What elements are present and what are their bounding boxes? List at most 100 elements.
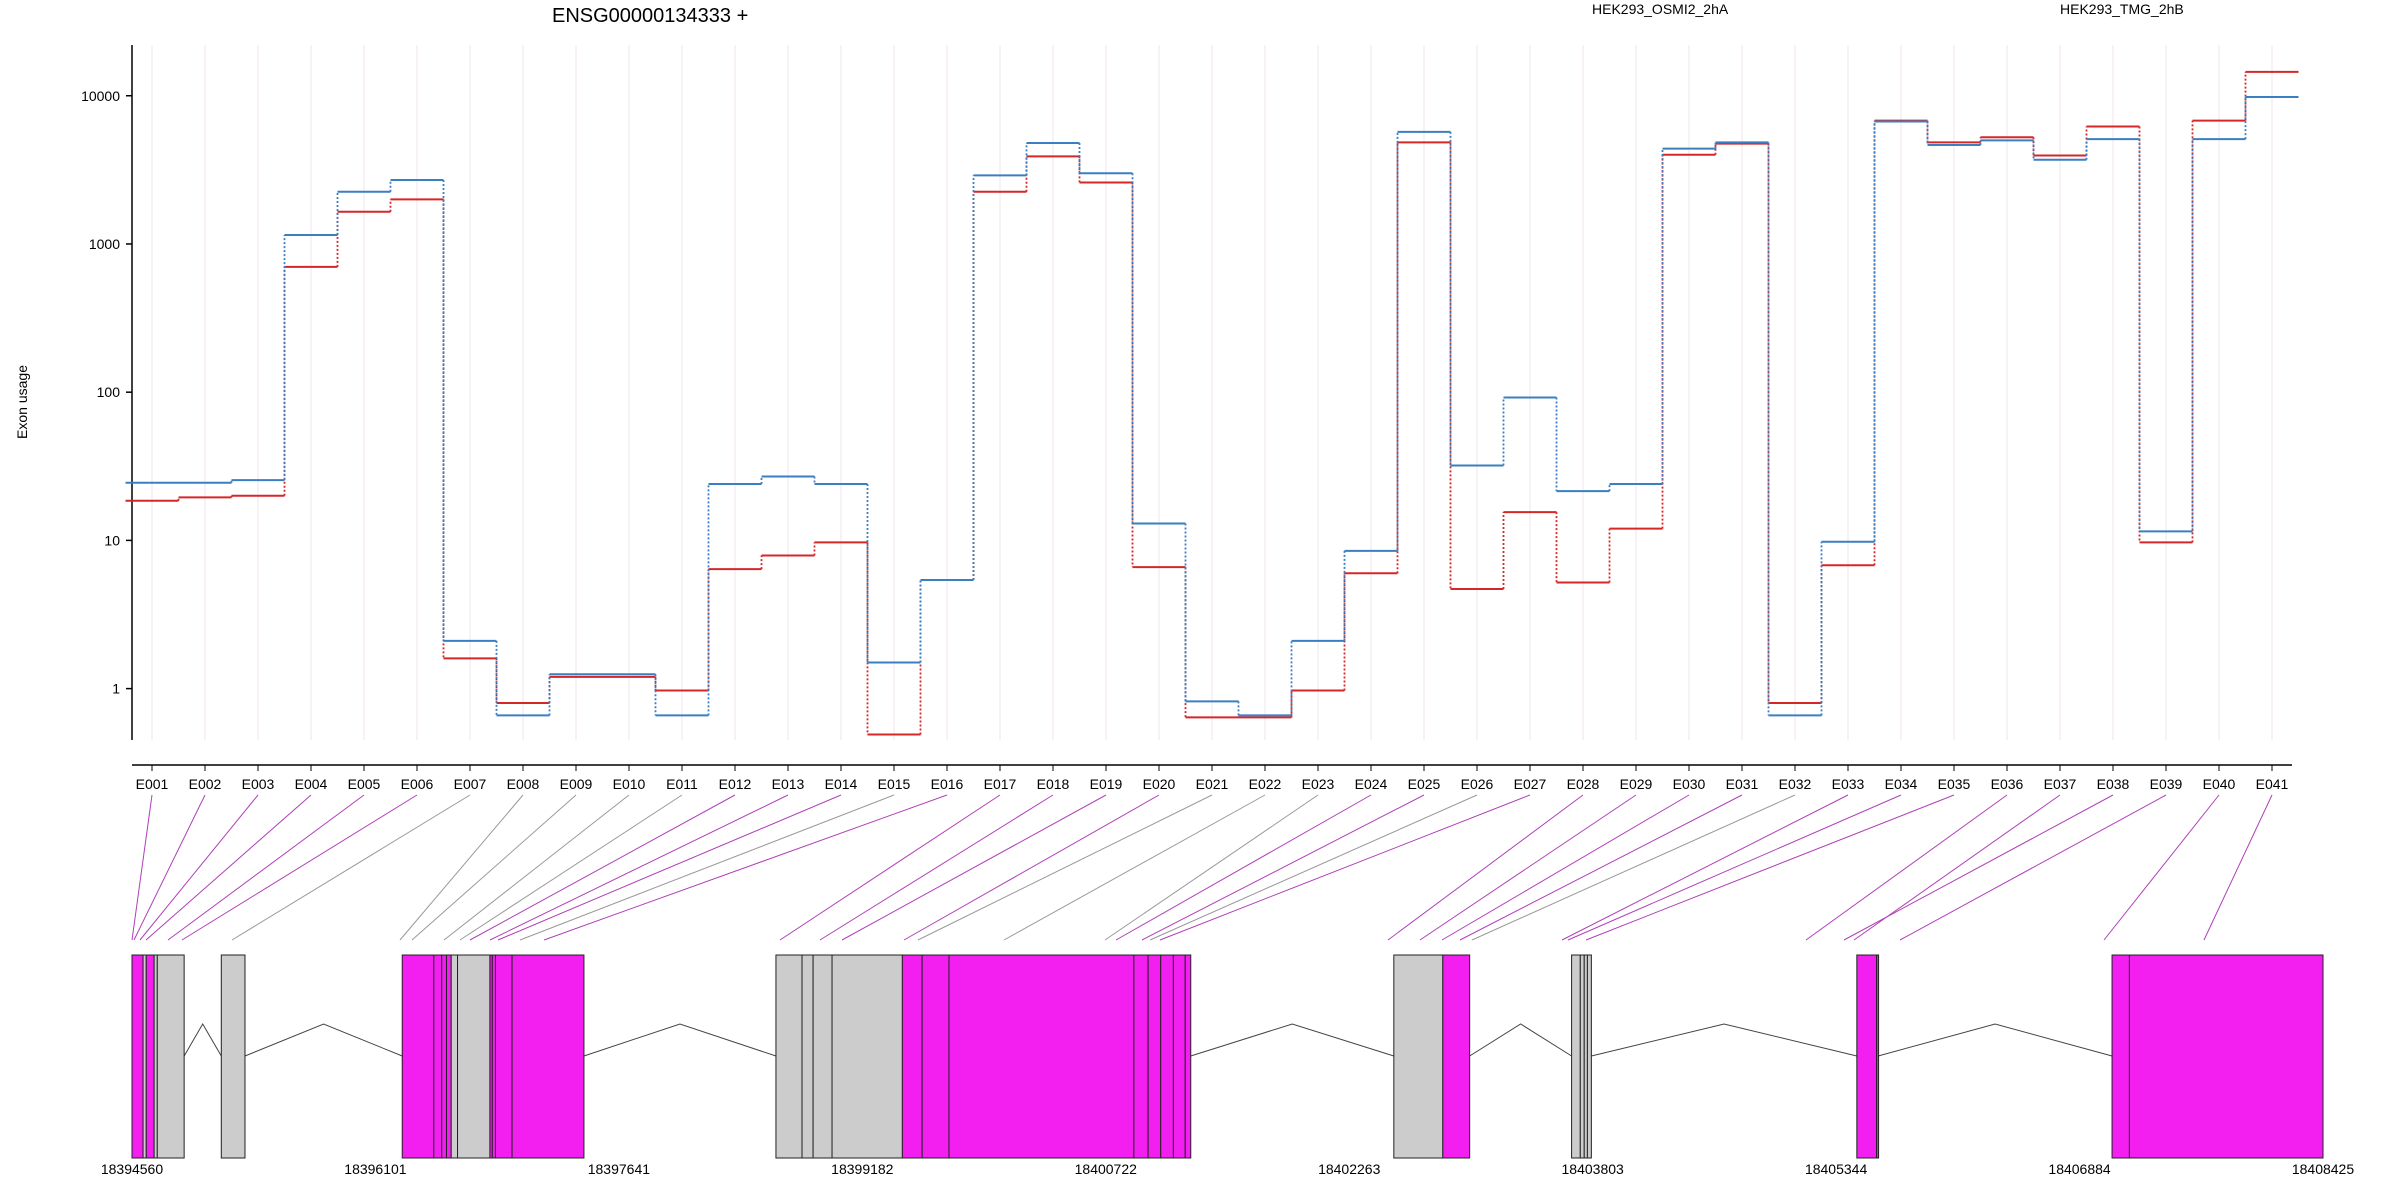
y-tick-label: 10000 (81, 88, 120, 104)
exon-block (901, 954, 923, 1159)
exon-connector-line (903, 794, 1160, 941)
exon-connector-line (2103, 794, 2220, 941)
x-tick-label: E038 (2097, 776, 2130, 792)
intron-line (183, 1023, 222, 1057)
x-tick-label: E019 (1090, 776, 1123, 792)
x-tick-label: E008 (507, 776, 540, 792)
x-tick-label: E016 (931, 776, 964, 792)
exon-connector-line (469, 794, 736, 941)
exon-block (1571, 954, 1581, 1159)
exon-block (220, 954, 246, 1159)
x-tick-label: E013 (772, 776, 805, 792)
x-tick-label: E040 (2203, 776, 2236, 792)
gene-model: 18394560 18396101 18397641 18399182 18400722… (101, 954, 2354, 1177)
exon-connector-line (1141, 794, 1425, 941)
exon-block (494, 954, 513, 1159)
exon-connector-line (497, 794, 842, 941)
intron-line (1878, 1023, 2113, 1057)
x-tick-label: E020 (1143, 776, 1176, 792)
exon-block (2111, 954, 2130, 1159)
exon-block (1147, 954, 1162, 1159)
exon-connector-line (1149, 794, 1478, 941)
intron-line (1591, 1023, 1857, 1057)
x-tick-label: E032 (1779, 776, 1812, 792)
series-lines (125, 70, 2299, 736)
exon-connector-line (1003, 794, 1266, 941)
exon-connector-line (1567, 794, 1902, 941)
intron-line (1190, 1023, 1394, 1057)
exon-block (1172, 954, 1186, 1159)
exon-connector-line (1115, 794, 1372, 941)
genomic-coordinate-label: 18399182 (831, 1161, 894, 1177)
y-tick-label: 1000 (89, 236, 120, 252)
exon-connector-line (411, 794, 577, 941)
x-tick-label: E037 (2044, 776, 2077, 792)
exon-connector-line (459, 794, 683, 941)
exon-connector-line (1104, 794, 1319, 941)
x-tick-label: E005 (348, 776, 381, 792)
exon-block (775, 954, 803, 1159)
x-tick-label: E024 (1355, 776, 1388, 792)
exon-connector-line (917, 794, 1213, 941)
exon-block (1184, 954, 1192, 1159)
genomic-coordinate-label: 18396101 (344, 1161, 407, 1177)
x-tick-label: E002 (189, 776, 222, 792)
exon-block (401, 954, 435, 1159)
legend-entry-tmg: HEK293_TMG_2hB (2060, 1, 2184, 17)
exon-block (156, 954, 185, 1159)
exon-connector-line (1441, 794, 1690, 941)
genomic-coordinate-label: 18400722 (1075, 1161, 1138, 1177)
x-tick-label: E011 (666, 776, 698, 792)
x-tick-label: E022 (1249, 776, 1282, 792)
exon-connector-line (1159, 794, 1531, 941)
axes: 1 10 100 1000 10000 E001 E002 E003 E004 E005 E006 E… (81, 45, 2292, 792)
x-tick-label: E004 (295, 776, 328, 792)
x-tick-label: E014 (825, 776, 858, 792)
exon-connector-line (543, 794, 948, 941)
genomic-coordinate-label: 18394560 (101, 1161, 164, 1177)
exon-connector-line (167, 794, 365, 941)
exon-block (445, 954, 452, 1159)
exon-block (433, 954, 443, 1159)
exon-block (145, 954, 155, 1159)
genomic-coordinate-label: 18397641 (588, 1161, 651, 1177)
exon-connector-line (399, 794, 524, 941)
exon-connector-line (841, 794, 1107, 941)
x-tick-label: E026 (1461, 776, 1494, 792)
exon-block (131, 954, 144, 1159)
exon-block (441, 954, 447, 1159)
exon-block (831, 954, 903, 1159)
y-tick-label: 10 (104, 532, 120, 548)
exon-block (450, 954, 459, 1159)
exon-connector-line (133, 794, 206, 941)
exon-block (1133, 954, 1149, 1159)
exon-connector-line (1471, 794, 1796, 941)
exon-connector-line (131, 794, 153, 941)
intron-line (583, 1023, 777, 1057)
exon-block (1393, 954, 1444, 1159)
exon-block (457, 954, 491, 1159)
exon-connector-line (1459, 794, 1743, 941)
exon-connector-line (1805, 794, 2008, 941)
x-tick-label: E010 (613, 776, 646, 792)
genomic-coordinate-label: 18406884 (2048, 1161, 2111, 1177)
x-tick-label: E029 (1620, 776, 1653, 792)
x-tick-label: E036 (1991, 776, 2024, 792)
exon-connector-line (443, 794, 630, 941)
exon-block (1160, 954, 1174, 1159)
exon-connector-line (145, 794, 312, 941)
x-tick-label: E003 (242, 776, 275, 792)
exon-block (511, 954, 585, 1159)
y-tick-label: 1 (112, 681, 120, 697)
y-axis-label: Exon usage (14, 365, 30, 439)
exon-connector-line (1419, 794, 1637, 941)
genomic-coordinate-label: 18403803 (1562, 1161, 1625, 1177)
exon-connector-line (1843, 794, 2114, 941)
exon-connectors (131, 794, 2273, 941)
exon-block (948, 954, 1135, 1159)
exon-block (1579, 954, 1585, 1159)
exon-block (921, 954, 950, 1159)
exon-connector-line (139, 794, 259, 941)
